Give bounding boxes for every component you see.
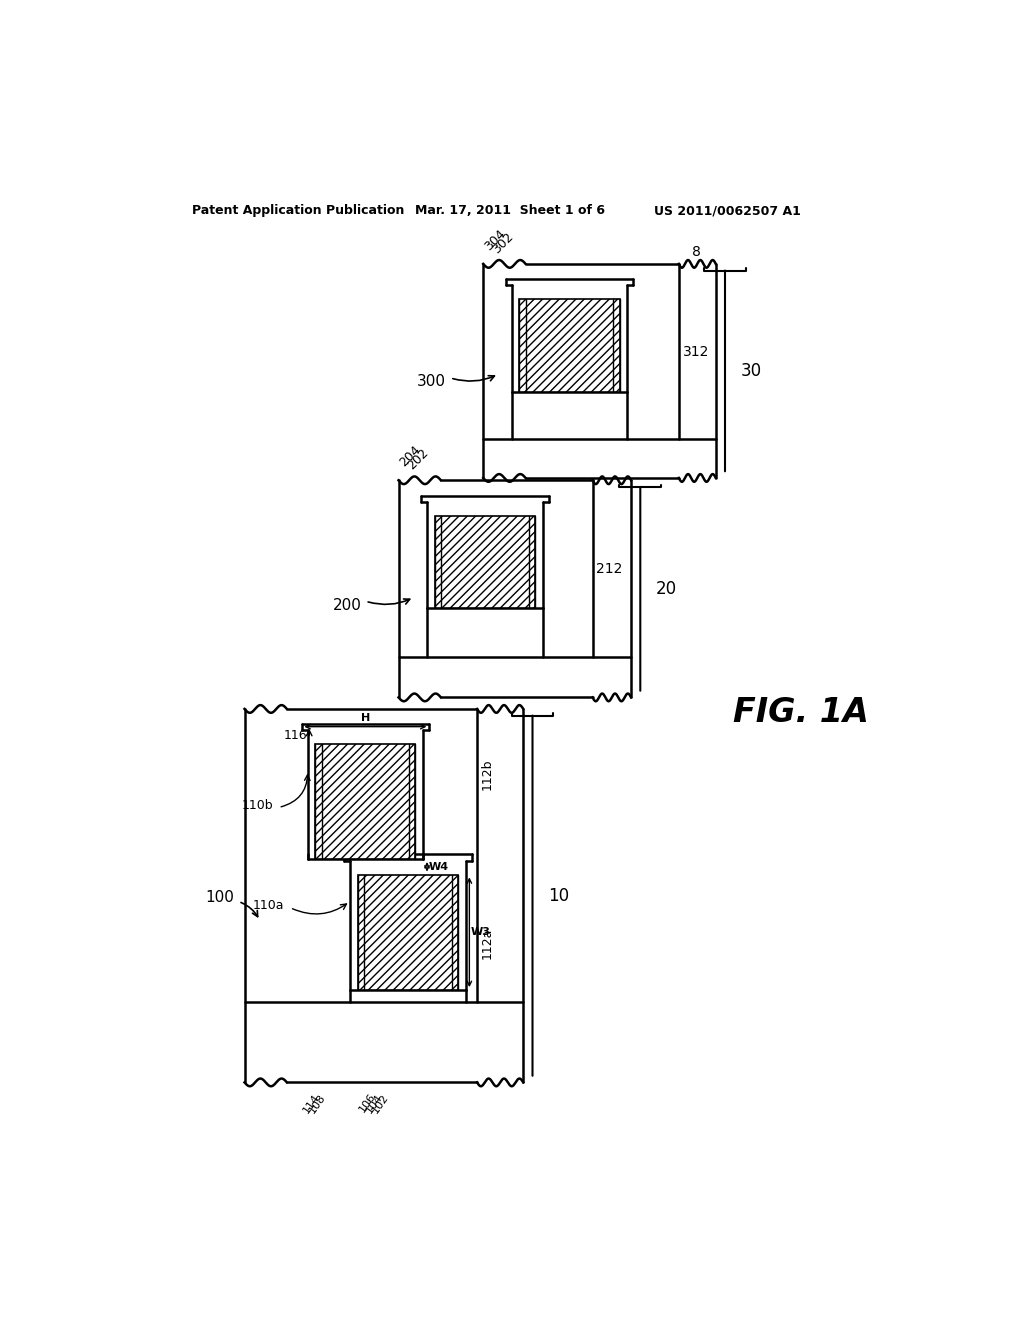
Text: 30: 30 — [740, 362, 762, 380]
Text: 100: 100 — [206, 890, 234, 906]
Bar — [435, 516, 535, 609]
Text: 10: 10 — [548, 887, 569, 904]
Bar — [357, 874, 458, 990]
Text: 202: 202 — [404, 446, 431, 473]
Text: Mar. 17, 2011  Sheet 1 of 6: Mar. 17, 2011 Sheet 1 of 6 — [416, 205, 605, 218]
Text: 212: 212 — [596, 562, 623, 576]
Text: 8: 8 — [692, 246, 701, 259]
Text: US 2011/0062507 A1: US 2011/0062507 A1 — [654, 205, 801, 218]
Text: Patent Application Publication: Patent Application Publication — [193, 205, 404, 218]
Bar — [398, 480, 631, 697]
Text: 302: 302 — [489, 230, 515, 256]
Text: W3: W3 — [471, 927, 490, 937]
Text: 112b: 112b — [481, 759, 494, 791]
Text: 106: 106 — [357, 1092, 378, 1114]
Text: 116: 116 — [284, 730, 307, 742]
Bar — [483, 264, 716, 478]
Bar — [519, 300, 620, 392]
Bar — [245, 709, 523, 1082]
Bar — [315, 743, 416, 859]
Text: 312: 312 — [683, 345, 709, 359]
Text: 110b: 110b — [242, 799, 273, 812]
Text: 108: 108 — [307, 1092, 328, 1114]
Text: W4: W4 — [429, 862, 449, 871]
Text: 304: 304 — [482, 227, 508, 253]
Text: 114: 114 — [301, 1092, 322, 1114]
Text: 104: 104 — [364, 1092, 384, 1114]
Text: 110a: 110a — [253, 899, 285, 912]
Text: 112a: 112a — [481, 928, 494, 960]
Text: 200: 200 — [333, 598, 361, 612]
Text: 204: 204 — [397, 444, 423, 470]
Text: FIG. 1A: FIG. 1A — [732, 697, 868, 729]
Text: 300: 300 — [417, 374, 446, 389]
Text: 20: 20 — [655, 579, 677, 598]
Text: H: H — [360, 713, 370, 723]
Text: 102: 102 — [370, 1092, 390, 1114]
